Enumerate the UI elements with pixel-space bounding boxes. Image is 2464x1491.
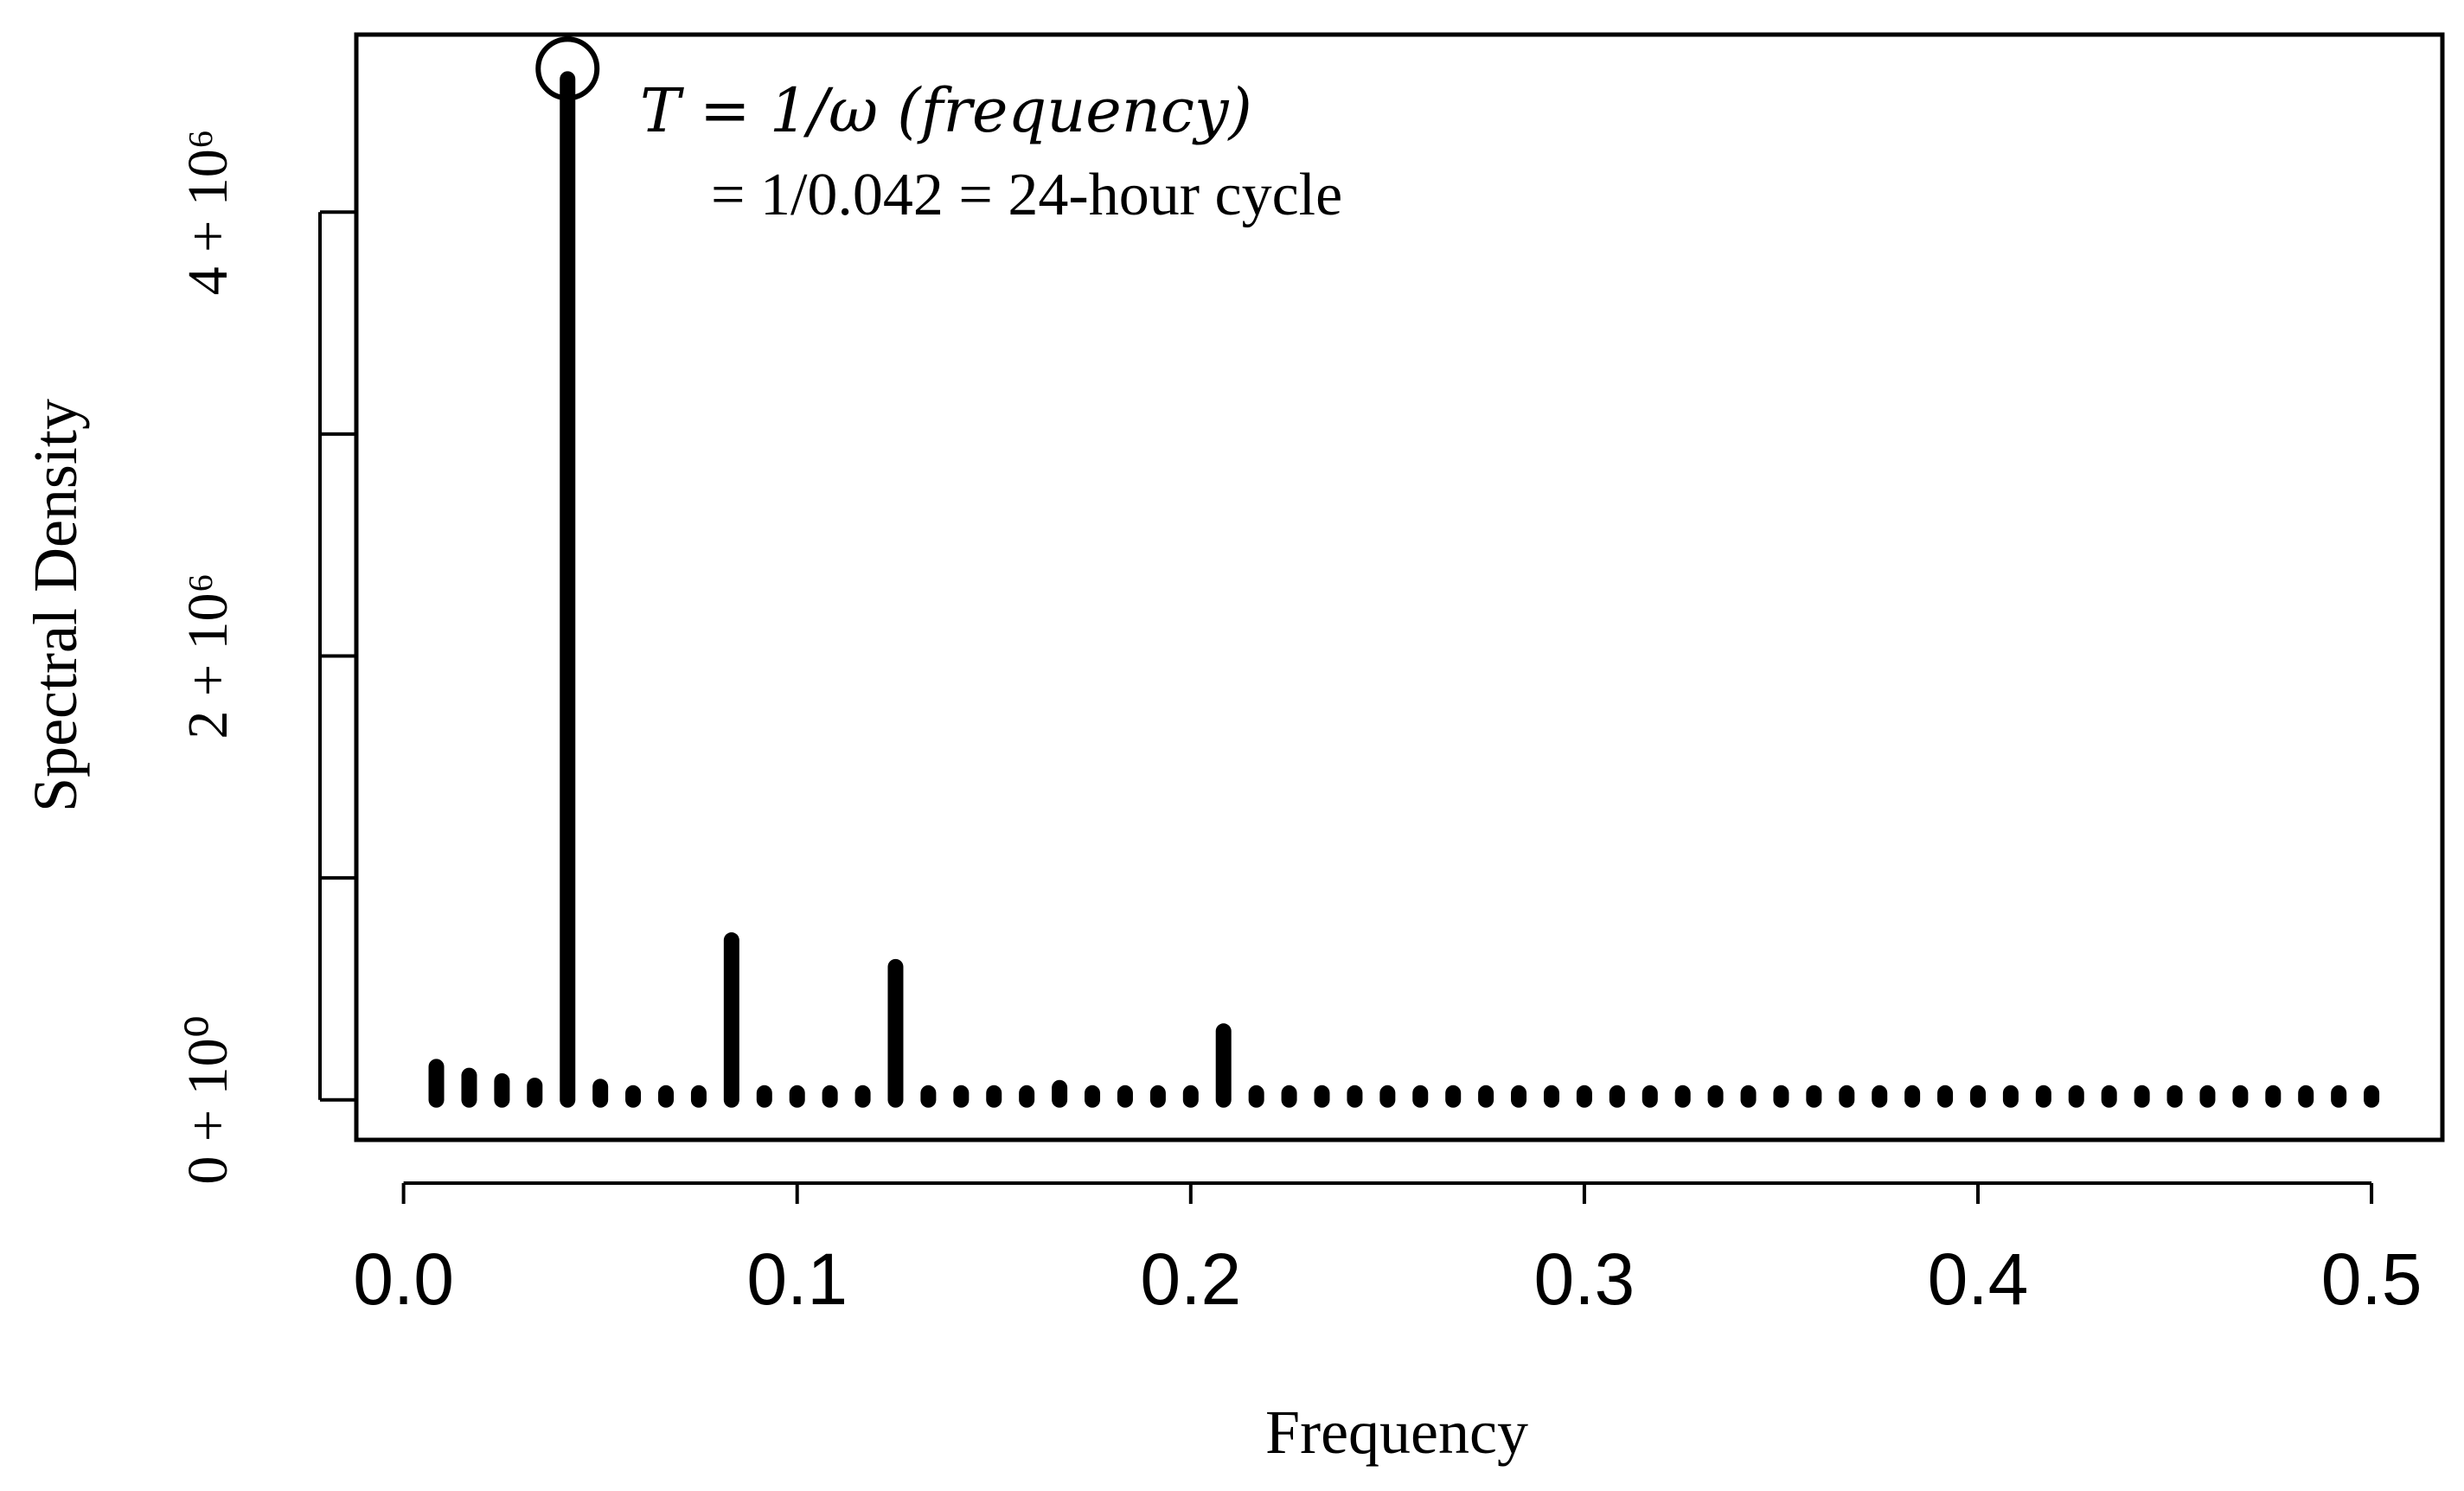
spectral-bars (428, 71, 2380, 1108)
plot-frame (354, 32, 2445, 1142)
y-axis: 0 + 10⁰ 2 + 10⁶ 4 + 10⁶ (176, 129, 356, 1185)
x-tick-label: 0.5 (2321, 1238, 2422, 1320)
x-tick-label: 0.2 (1140, 1238, 1241, 1320)
x-axis-label: Frequency (1265, 1398, 1528, 1467)
x-tick-label: 0.1 (746, 1238, 848, 1320)
annotation-period-formula: T = 1/ω (frequency) (640, 75, 1252, 146)
x-axis: 0.0 0.1 0.2 0.3 0.4 0.5 (353, 1181, 2422, 1320)
y-tick-label: 4 + 10⁶ (176, 129, 240, 295)
y-tick-label: 0 + 10⁰ (176, 1015, 240, 1185)
y-axis-label: Spectral Density (21, 399, 90, 812)
x-tick-label: 0.0 (353, 1238, 454, 1320)
y-tick-label: 2 + 10⁶ (176, 573, 240, 739)
x-tick-label: 0.3 (1534, 1238, 1635, 1320)
annotation-24-hour-cycle: = 1/0.042 = 24-hour cycle (711, 162, 1342, 228)
x-tick-label: 0.4 (1928, 1238, 2029, 1320)
peak-highlight-circle (535, 36, 600, 101)
